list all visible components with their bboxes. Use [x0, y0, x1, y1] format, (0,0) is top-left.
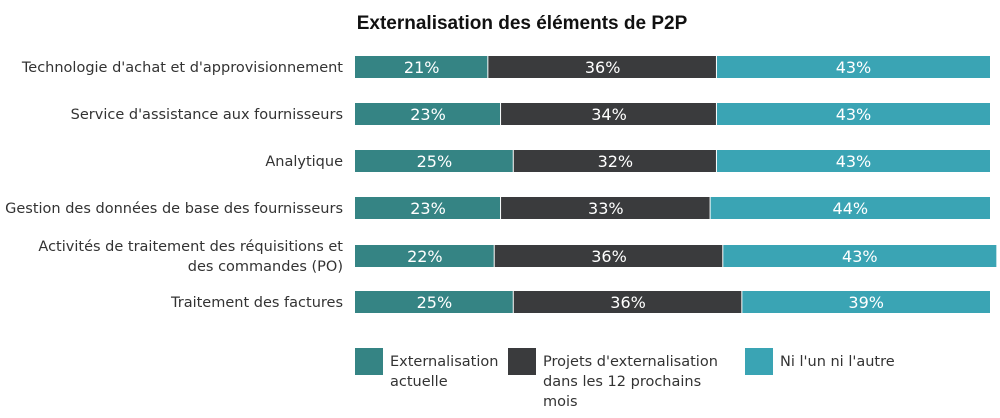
legend-swatch — [355, 348, 383, 375]
bar-value-label: 36% — [585, 58, 621, 77]
bar-value-label: 36% — [591, 247, 627, 266]
bar-segment — [513, 291, 743, 313]
bar-value-label: 34% — [591, 105, 627, 124]
category-label: Service d'assistance aux fournisseurs — [71, 107, 343, 123]
category-label: Activités de traitement des réquisitions… — [38, 239, 343, 275]
bar-value-label: 44% — [833, 199, 869, 218]
bar-segment — [723, 245, 997, 267]
bar-segment — [716, 56, 990, 78]
bar-value-label: 43% — [842, 247, 878, 266]
category-label: Analytique — [265, 154, 343, 170]
bar-value-label: 43% — [836, 105, 872, 124]
bar-value-label: 21% — [404, 58, 440, 77]
bar-segment — [355, 103, 502, 125]
bar-segment — [716, 103, 990, 125]
bar-value-label: 22% — [407, 247, 443, 266]
bar-segment — [513, 150, 717, 172]
bar-value-label: 32% — [598, 152, 634, 171]
legend-label: Projets d'externalisation dans les 12 pro… — [543, 354, 718, 410]
bar-value-label: 43% — [836, 58, 872, 77]
bar-segment — [710, 197, 990, 219]
chart-title: Externalisation des éléments de P2P — [357, 13, 688, 34]
category-label: Technologie d'achat et d'approvisionneme… — [21, 60, 343, 76]
bar-segment — [355, 56, 489, 78]
legend-swatch — [745, 348, 773, 375]
bar-segment — [355, 197, 502, 219]
bar-segment — [355, 245, 495, 267]
legend-label: Externalisation actuelle — [390, 354, 498, 390]
bars: 21% 36% 43% 23% 34% 43% 25% 32% 43% 23% 33% 44% 22% 3… — [355, 56, 997, 313]
bar-value-label: 23% — [410, 199, 446, 218]
bar-segment — [488, 56, 717, 78]
bar-segment — [742, 291, 990, 313]
bar-segment — [716, 150, 990, 172]
legend-label: Ni l'un ni l'autre — [780, 354, 895, 370]
bar-segment — [501, 103, 717, 125]
bar-segment — [501, 197, 711, 219]
category-label: Traitement des factures — [170, 295, 343, 311]
legend: Externalisation actuelle Projets d'externa… — [355, 348, 895, 410]
category-label: Gestion des données de base des fourniss… — [5, 201, 343, 217]
bar-segment — [355, 291, 514, 313]
bar-value-label: 25% — [417, 293, 453, 312]
bar-value-label: 43% — [836, 152, 872, 171]
bar-value-label: 39% — [848, 293, 884, 312]
category-labels: Technologie d'achat et d'approvisionneme… — [5, 60, 343, 311]
bar-segment — [355, 150, 514, 172]
bar-value-label: 36% — [610, 293, 646, 312]
bar-value-label: 25% — [417, 152, 453, 171]
bar-segment — [494, 245, 724, 267]
bar-value-label: 33% — [588, 199, 624, 218]
bar-value-label: 23% — [410, 105, 446, 124]
legend-swatch — [508, 348, 536, 375]
